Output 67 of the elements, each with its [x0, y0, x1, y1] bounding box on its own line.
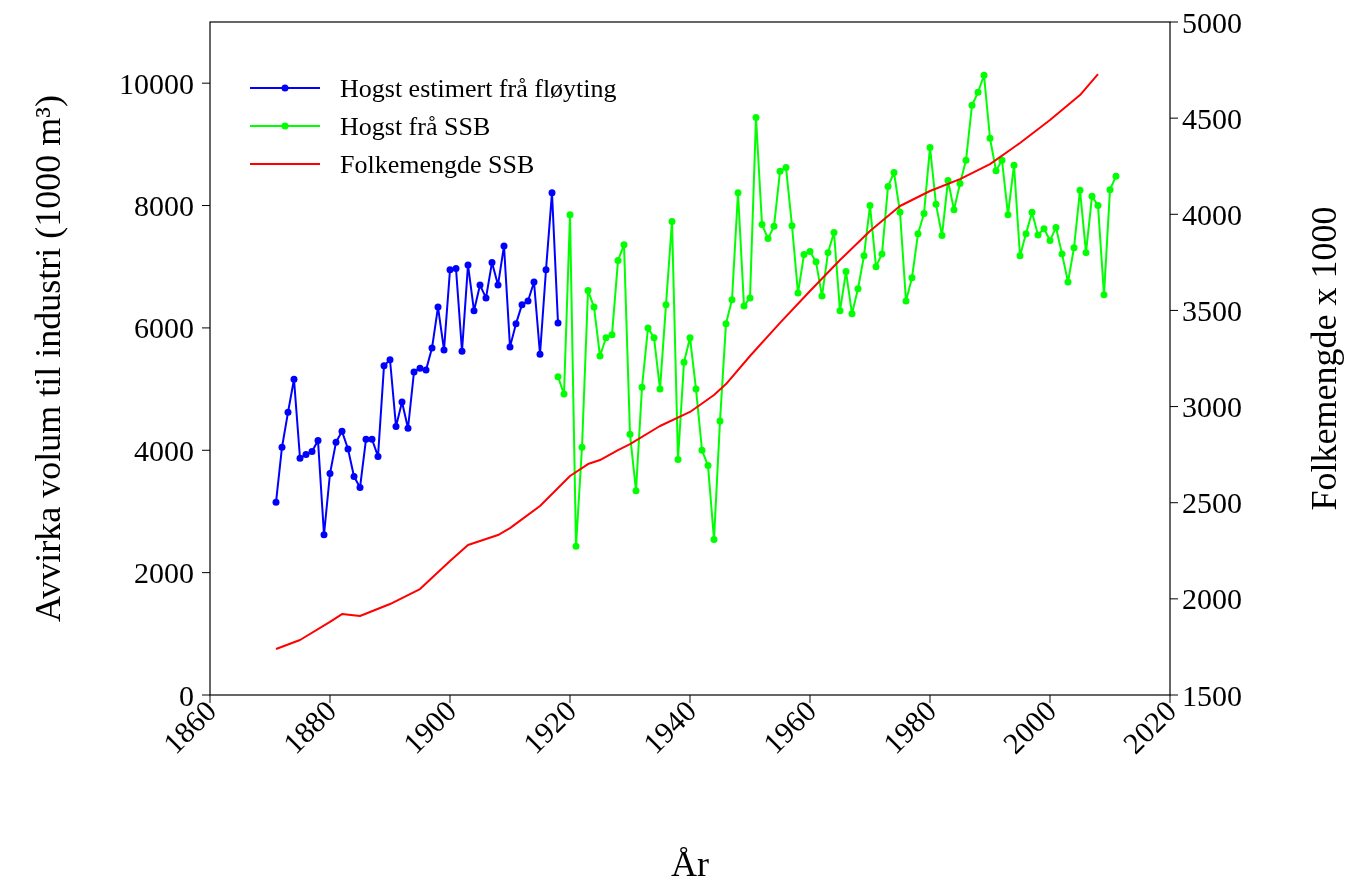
- point: [482, 294, 490, 302]
- point: [356, 484, 364, 492]
- legend-label: Folkemengde SSB: [340, 150, 535, 180]
- point: [284, 408, 292, 416]
- point: [308, 448, 316, 455]
- legend-label: Hogst frå SSB: [340, 112, 491, 142]
- line-series: [275, 73, 1099, 651]
- point: [458, 347, 466, 355]
- point: [476, 281, 484, 289]
- x-axis-title: År: [671, 844, 709, 880]
- point: [422, 366, 430, 374]
- y2-tick-label: 1500: [1182, 678, 1242, 712]
- y-tick-label: 6000: [134, 311, 194, 345]
- point: [338, 427, 346, 435]
- y2-tick-label: 2000: [1182, 582, 1242, 616]
- point: [404, 424, 412, 432]
- point: [512, 320, 520, 328]
- point: [428, 344, 436, 352]
- point: [398, 398, 406, 406]
- y2-tick-label: 2500: [1182, 486, 1242, 520]
- point: [410, 368, 418, 376]
- point: [452, 265, 460, 273]
- point: [416, 364, 424, 372]
- y-axis-title: Avvirka volum til industri (1000 m³): [28, 94, 68, 623]
- point: [548, 189, 556, 197]
- point: [440, 346, 448, 354]
- point: [518, 301, 526, 309]
- point: [374, 452, 382, 460]
- point: [506, 343, 514, 351]
- legend-label: Hogst estimert frå fløyting: [340, 74, 617, 104]
- point: [362, 435, 370, 443]
- point: [500, 242, 508, 250]
- point: [272, 498, 280, 506]
- point: [296, 454, 304, 462]
- y2-tick-label: 4500: [1182, 101, 1242, 135]
- point: [380, 362, 388, 370]
- point: [302, 451, 310, 459]
- point: [344, 445, 352, 453]
- point: [530, 278, 538, 286]
- point: [386, 356, 394, 364]
- y-tick-label: 8000: [134, 189, 194, 223]
- point: [392, 422, 400, 430]
- point: [332, 438, 340, 446]
- y2-tick-label: 3500: [1182, 293, 1242, 327]
- point: [278, 443, 286, 451]
- point: [488, 258, 496, 266]
- point: [434, 303, 442, 311]
- y-tick-label: 10000: [119, 66, 194, 100]
- point: [326, 470, 334, 478]
- y2-tick-label: 5000: [1182, 5, 1242, 39]
- point: [554, 319, 562, 327]
- point: [350, 473, 358, 481]
- point: [290, 375, 298, 383]
- y2-axis-title: Folkemengde x 1000: [1304, 206, 1344, 511]
- point: [320, 531, 328, 539]
- point: [314, 436, 322, 444]
- y2-tick-label: 4000: [1182, 197, 1242, 231]
- point: [536, 350, 544, 358]
- point: [464, 261, 472, 269]
- point: [542, 266, 550, 274]
- point: [470, 307, 478, 315]
- y-tick-label: 2000: [134, 556, 194, 590]
- y-tick-label: 4000: [134, 433, 194, 467]
- y2-tick-label: 3000: [1182, 390, 1242, 424]
- point: [494, 281, 502, 289]
- point: [524, 297, 532, 305]
- point: [368, 435, 376, 443]
